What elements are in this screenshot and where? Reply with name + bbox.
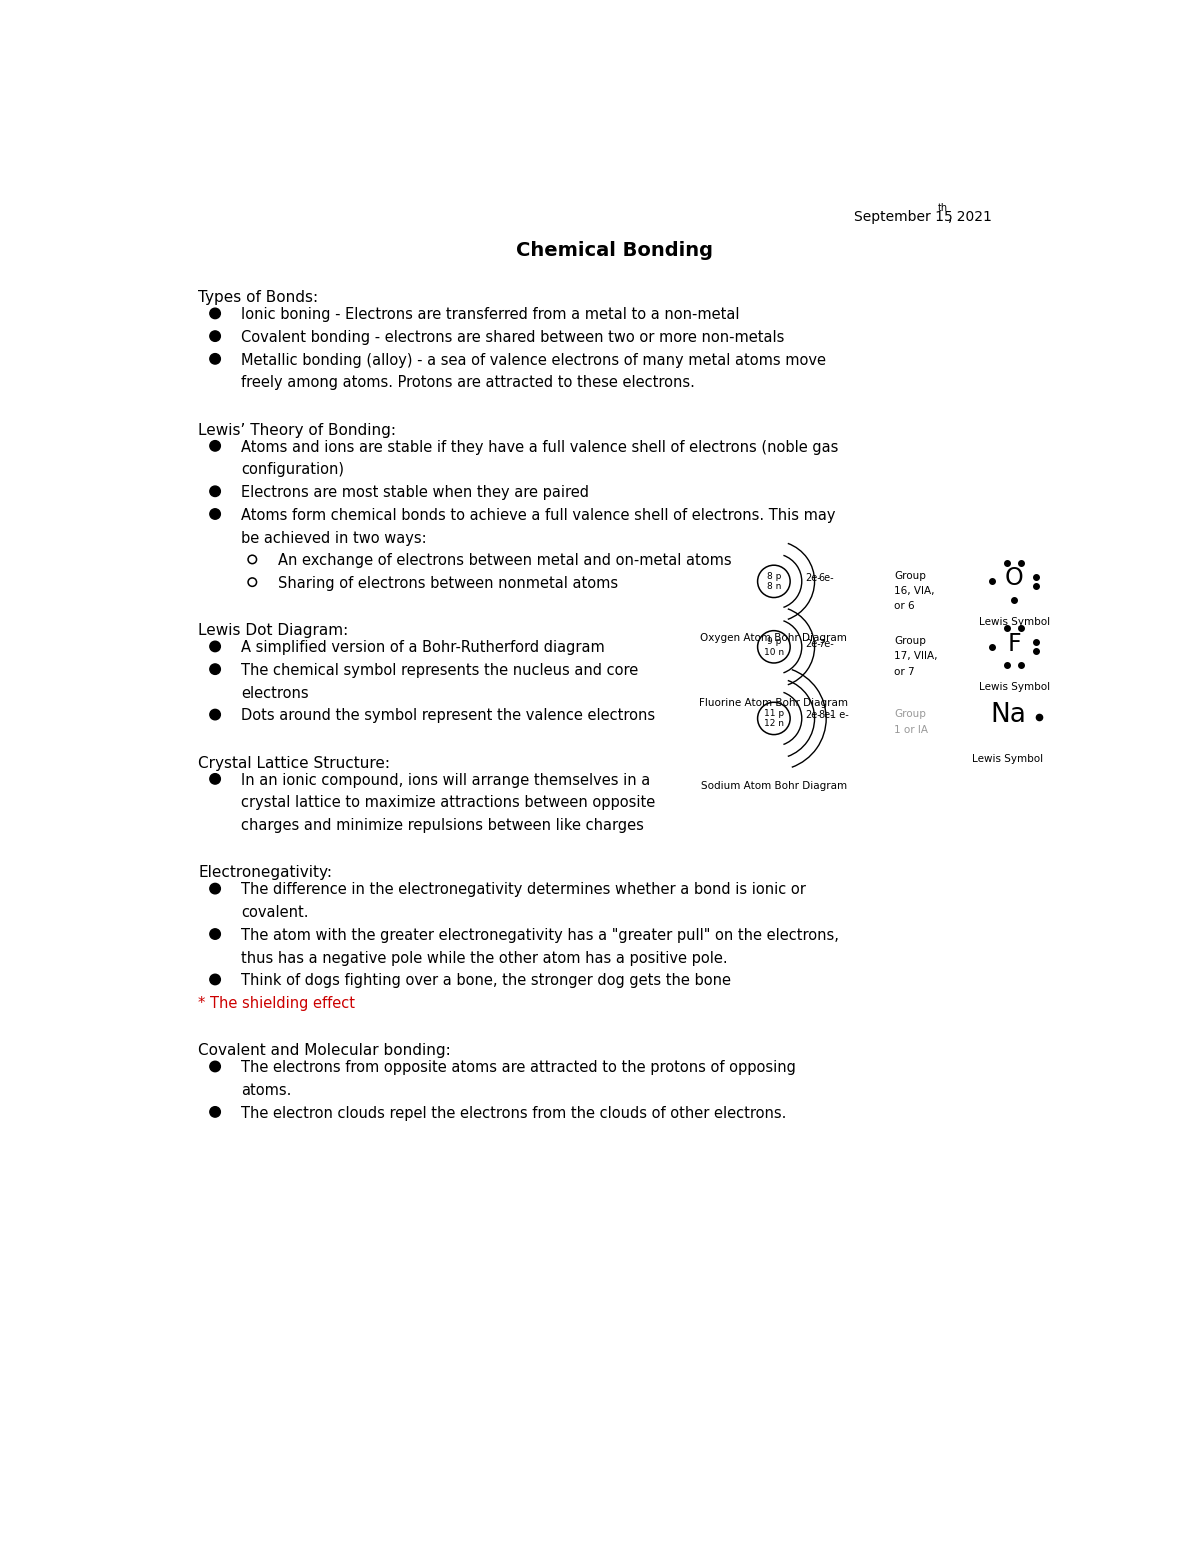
Circle shape: [210, 1061, 221, 1072]
Text: covalent.: covalent.: [241, 905, 308, 921]
Text: Lewis Symbol: Lewis Symbol: [978, 617, 1050, 627]
Text: Group: Group: [894, 570, 926, 581]
Circle shape: [210, 354, 221, 363]
Text: 10 n: 10 n: [764, 648, 784, 657]
Text: * The shielding effect: * The shielding effect: [198, 995, 355, 1011]
Circle shape: [210, 665, 221, 674]
Text: atoms.: atoms.: [241, 1082, 292, 1098]
Text: crystal lattice to maximize attractions between opposite: crystal lattice to maximize attractions …: [241, 795, 655, 811]
Text: Covalent bonding - electrons are shared between two or more non-metals: Covalent bonding - electrons are shared …: [241, 329, 785, 345]
Text: 12 n: 12 n: [764, 719, 784, 728]
Text: or 6: or 6: [894, 601, 914, 612]
Text: Oxygen Atom Bohr Diagram: Oxygen Atom Bohr Diagram: [701, 632, 847, 643]
Text: Lewis Symbol: Lewis Symbol: [978, 682, 1050, 693]
Text: Group: Group: [894, 710, 926, 719]
Text: Electronegativity:: Electronegativity:: [198, 865, 332, 881]
Text: Ionic boning - Electrons are transferred from a metal to a non-metal: Ionic boning - Electrons are transferred…: [241, 307, 740, 323]
Text: 1 e-: 1 e-: [830, 710, 848, 721]
Text: 1 or IA: 1 or IA: [894, 725, 928, 735]
Text: Metallic bonding (alloy) - a sea of valence electrons of many metal atoms move: Metallic bonding (alloy) - a sea of vale…: [241, 353, 827, 368]
Text: Sodium Atom Bohr Diagram: Sodium Atom Bohr Diagram: [701, 781, 847, 790]
Text: 16, VIA,: 16, VIA,: [894, 585, 935, 596]
Circle shape: [210, 710, 221, 721]
Text: The electrons from opposite atoms are attracted to the protons of opposing: The electrons from opposite atoms are at…: [241, 1061, 797, 1075]
Circle shape: [210, 486, 221, 497]
Text: Lewis Symbol: Lewis Symbol: [972, 753, 1044, 764]
Text: F: F: [1007, 632, 1021, 655]
Text: Dots around the symbol represent the valence electrons: Dots around the symbol represent the val…: [241, 708, 655, 724]
Text: electrons: electrons: [241, 686, 310, 700]
Text: The atom with the greater electronegativity has a "greater pull" on the electron: The atom with the greater electronegativ…: [241, 927, 839, 943]
Text: Atoms and ions are stable if they have a full valence shell of electrons (noble : Atoms and ions are stable if they have a…: [241, 439, 839, 455]
Text: 8 p: 8 p: [767, 572, 781, 581]
Text: The difference in the electronegativity determines whether a bond is ionic or: The difference in the electronegativity …: [241, 882, 806, 898]
Circle shape: [210, 1107, 221, 1117]
Text: The electron clouds repel the electrons from the clouds of other electrons.: The electron clouds repel the electrons …: [241, 1106, 787, 1121]
Text: An exchange of electrons between metal and on-metal atoms: An exchange of electrons between metal a…: [278, 553, 732, 568]
Text: Chemical Bonding: Chemical Bonding: [516, 241, 714, 259]
Text: In an ionic compound, ions will arrange themselves in a: In an ionic compound, ions will arrange …: [241, 773, 650, 787]
Text: Sharing of electrons between nonmetal atoms: Sharing of electrons between nonmetal at…: [278, 576, 618, 592]
Text: 11 p: 11 p: [764, 708, 784, 717]
Text: Covalent and Molecular bonding:: Covalent and Molecular bonding:: [198, 1044, 451, 1059]
Text: 8 n: 8 n: [767, 582, 781, 592]
Text: , 2021: , 2021: [948, 210, 992, 224]
Text: A simplified version of a Bohr-Rutherford diagram: A simplified version of a Bohr-Rutherfor…: [241, 640, 605, 655]
Circle shape: [210, 441, 221, 450]
Text: Na: Na: [990, 702, 1026, 728]
Circle shape: [210, 929, 221, 940]
Text: th: th: [937, 202, 948, 213]
Text: 7e-: 7e-: [818, 638, 834, 649]
Circle shape: [210, 884, 221, 895]
Text: 2e-: 2e-: [805, 573, 822, 584]
Text: configuration): configuration): [241, 463, 344, 477]
Text: 8e-: 8e-: [818, 710, 834, 721]
Text: Atoms form chemical bonds to achieve a full valence shell of electrons. This may: Atoms form chemical bonds to achieve a f…: [241, 508, 836, 523]
Text: September 15: September 15: [853, 210, 953, 224]
Text: O: O: [1004, 567, 1024, 590]
Text: thus has a negative pole while the other atom has a positive pole.: thus has a negative pole while the other…: [241, 950, 728, 966]
Text: Crystal Lattice Structure:: Crystal Lattice Structure:: [198, 756, 390, 770]
Circle shape: [210, 773, 221, 784]
Text: The chemical symbol represents the nucleus and core: The chemical symbol represents the nucle…: [241, 663, 638, 679]
Text: or 7: or 7: [894, 666, 914, 677]
Text: 9 p: 9 p: [767, 637, 781, 646]
Text: 2e-: 2e-: [805, 638, 822, 649]
Circle shape: [210, 307, 221, 318]
Circle shape: [210, 331, 221, 342]
Text: Types of Bonds:: Types of Bonds:: [198, 290, 318, 306]
Circle shape: [210, 509, 221, 519]
Text: Fluorine Atom Bohr Diagram: Fluorine Atom Bohr Diagram: [700, 697, 848, 708]
Text: 2e-: 2e-: [805, 710, 822, 721]
Text: Electrons are most stable when they are paired: Electrons are most stable when they are …: [241, 485, 589, 500]
Circle shape: [210, 641, 221, 652]
Text: Think of dogs fighting over a bone, the stronger dog gets the bone: Think of dogs fighting over a bone, the …: [241, 974, 732, 988]
Text: charges and minimize repulsions between like charges: charges and minimize repulsions between …: [241, 818, 644, 832]
Text: Lewis’ Theory of Bonding:: Lewis’ Theory of Bonding:: [198, 422, 396, 438]
Text: Lewis Dot Diagram:: Lewis Dot Diagram:: [198, 623, 348, 638]
Text: Group: Group: [894, 637, 926, 646]
Text: 17, VIIA,: 17, VIIA,: [894, 651, 937, 662]
Circle shape: [210, 974, 221, 985]
Text: freely among atoms. Protons are attracted to these electrons.: freely among atoms. Protons are attracte…: [241, 376, 695, 390]
Text: 6e-: 6e-: [818, 573, 834, 584]
Text: be achieved in two ways:: be achieved in two ways:: [241, 531, 427, 545]
